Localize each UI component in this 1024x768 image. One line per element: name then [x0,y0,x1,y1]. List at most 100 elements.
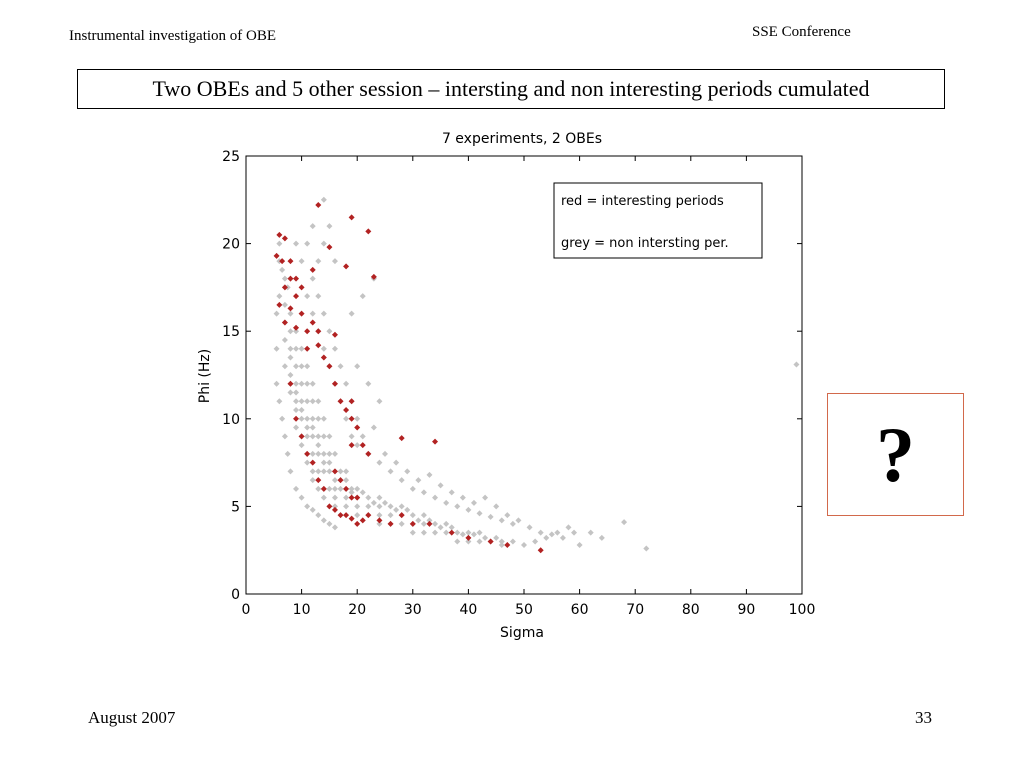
grey-data-point [293,363,300,370]
grey-data-point [293,485,300,492]
grey-data-point [537,529,544,536]
grey-data-point [315,415,322,422]
red-data-point [331,468,338,475]
grey-data-point [326,223,333,230]
question-box: ? [827,393,964,516]
grey-data-point [426,471,433,478]
grey-data-point [309,424,316,431]
grey-data-point [273,345,280,352]
grey-data-point [432,494,439,501]
grey-data-point [354,485,361,492]
grey-data-point [387,512,394,519]
red-data-point [331,331,338,338]
x-tick-label: 50 [515,602,533,618]
grey-data-point [320,310,327,317]
red-data-point [315,202,322,209]
red-data-point [365,228,372,235]
grey-data-point [279,415,286,422]
grey-data-point [398,477,405,484]
grey-data-point [293,407,300,414]
grey-data-point [498,517,505,524]
grey-data-point [315,293,322,300]
grey-data-point [293,389,300,396]
grey-data-point [454,538,461,545]
red-data-point [387,520,394,527]
grey-data-point [337,485,344,492]
grey-data-point [548,531,555,538]
grey-data-point [465,506,472,513]
grey-data-point [304,380,311,387]
grey-data-point [320,468,327,475]
red-data-point [304,328,311,335]
red-data-point [465,534,472,541]
grey-data-point [365,503,372,510]
red-data-point [348,415,355,422]
grey-data-point [376,512,383,519]
grey-data-point [331,524,338,531]
red-data-point [376,517,383,524]
grey-data-point [465,538,472,545]
red-data-point [320,354,327,361]
grey-data-point [281,301,288,308]
red-data-point [348,398,355,405]
x-axis-label: Sigma [500,625,544,641]
grey-data-point [315,398,322,405]
grey-data-point [621,519,628,526]
grey-data-point [326,468,333,475]
red-data-point [448,529,455,536]
red-data-point [281,235,288,242]
grey-data-point [354,512,361,519]
x-tick-label: 20 [348,602,366,618]
red-data-point [354,424,361,431]
grey-data-point [287,345,294,352]
red-data-point [273,252,280,259]
grey-data-point [454,503,461,510]
grey-data-point [448,524,455,531]
grey-data-point [309,433,316,440]
grey-data-point [276,293,283,300]
x-tick-label: 80 [682,602,700,618]
grey-data-point [298,363,305,370]
grey-data-point [482,534,489,541]
red-data-point [537,547,544,554]
grey-data-point [337,468,344,475]
red-data-point [348,442,355,449]
red-data-point [398,435,405,442]
grey-data-point [320,494,327,501]
y-tick-label: 25 [222,149,240,165]
red-data-point [293,293,300,300]
footer-date: August 2007 [88,708,176,727]
grey-data-point [276,398,283,405]
red-data-point [365,512,372,519]
slide-title: Two OBEs and 5 other session – interstin… [77,69,945,109]
y-axis: 0 5 10 15 20 25 [222,149,802,603]
red-data-point [337,398,344,405]
grey-data-point [331,485,338,492]
question-mark: ? [876,410,915,498]
grey-data-point [459,531,466,538]
grey-data-point [576,541,583,548]
x-tick-label: 70 [626,602,644,618]
grey-data-point [437,524,444,531]
y-tick-label: 0 [231,587,240,603]
header-left: Instrumental investigation of OBE [69,28,277,44]
red-data-point [287,380,294,387]
grey-data-point [343,494,350,501]
y-tick-label: 5 [231,499,240,515]
red-data-point [293,324,300,331]
red-data-point [298,284,305,291]
grey-data-point [309,415,316,422]
grey-data-point [293,380,300,387]
red-data-point [287,305,294,312]
grey-data-point [554,529,561,536]
grey-data-point [343,415,350,422]
grey-data-point [309,275,316,282]
grey-data-point [309,450,316,457]
grey-data-point [376,459,383,466]
red-data-point [487,538,494,545]
grey-data-point [409,529,416,536]
grey-data-point [304,240,311,247]
grey-data-point [304,424,311,431]
chart-title: 7 experiments, 2 OBEs [442,131,602,147]
